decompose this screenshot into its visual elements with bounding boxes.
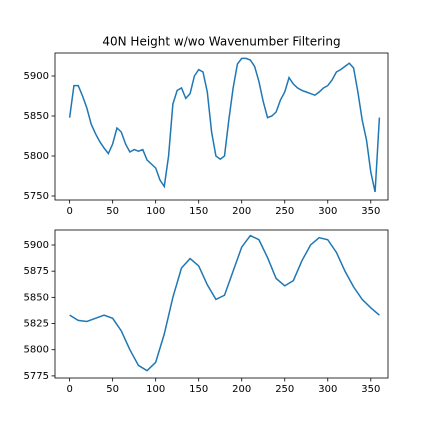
x-tick-label: 200 <box>232 206 251 217</box>
x-tick-label: 150 <box>189 206 208 217</box>
y-tick-label: 5800 <box>24 151 49 162</box>
y-tick-label: 5900 <box>24 240 49 251</box>
x-tick-label: 350 <box>361 384 380 395</box>
y-tick-label: 5775 <box>24 371 49 382</box>
axes-frame <box>54 52 389 201</box>
y-tick-label: 5900 <box>24 71 49 82</box>
axes-frame <box>54 229 389 379</box>
data-line <box>69 234 380 372</box>
data-line <box>68 57 381 193</box>
x-tick-label: 200 <box>232 384 251 395</box>
x-tick-label: 250 <box>275 206 294 217</box>
x-tick-label: 300 <box>318 206 337 217</box>
y-tick-label: 5825 <box>24 319 49 330</box>
y-tick-label: 5850 <box>24 111 49 122</box>
y-tick-label: 5750 <box>24 191 49 202</box>
x-tick-label: 350 <box>361 206 380 217</box>
x-tick-label: 100 <box>146 206 165 217</box>
x-tick-label: 150 <box>189 384 208 395</box>
x-tick-label: 300 <box>318 384 337 395</box>
x-tick-label: 50 <box>106 384 119 395</box>
y-tick-label: 5800 <box>24 345 49 356</box>
y-tick-label: 5875 <box>24 266 49 277</box>
chart-title: 40N Height w/wo Wavenumber Filtering <box>102 35 340 49</box>
x-tick-label: 250 <box>275 384 294 395</box>
x-tick-label: 100 <box>146 384 165 395</box>
y-tick-label: 5850 <box>24 292 49 303</box>
x-tick-label: 0 <box>66 206 72 217</box>
x-tick-label: 0 <box>66 384 72 395</box>
x-tick-label: 50 <box>106 206 119 217</box>
